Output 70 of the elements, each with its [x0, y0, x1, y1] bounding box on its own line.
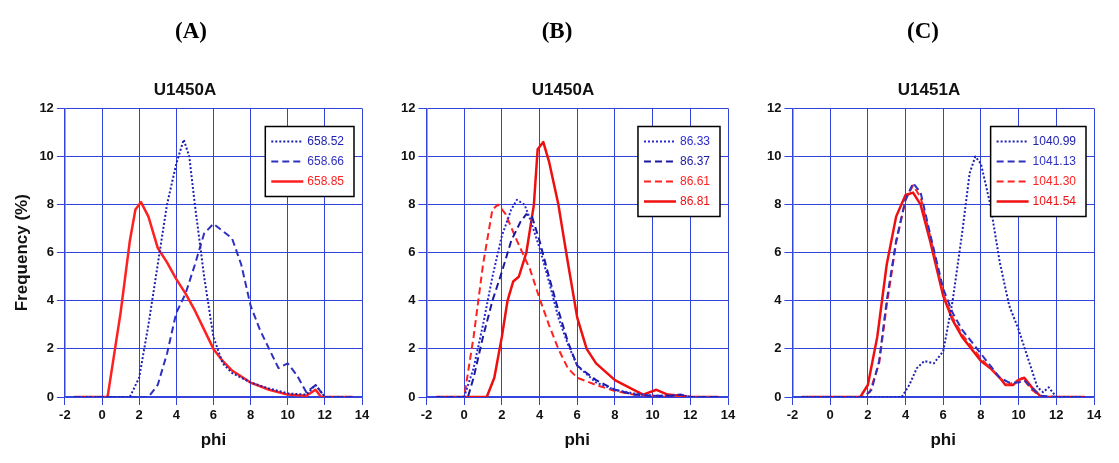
x-tick-label: 14	[720, 407, 736, 423]
legend-label: 1041.54	[1032, 193, 1077, 208]
y-tick-label: 2	[774, 340, 782, 356]
x-tick-label: 8	[611, 407, 619, 423]
legend-label: 658.52	[307, 133, 345, 148]
x-tick-label: 8	[246, 407, 255, 423]
text: (A)	[175, 18, 207, 43]
x-tick-label: 0	[826, 407, 834, 423]
legend-label: 1040.99	[1032, 133, 1077, 148]
x-tick-label: 0	[460, 407, 468, 423]
y-tick-label: 0	[408, 388, 416, 404]
x-tick-label: 8	[977, 407, 985, 423]
y-tick-label: 12	[400, 99, 416, 115]
x-tick-label: 14	[354, 407, 370, 423]
y-tick-label: 0	[46, 388, 54, 404]
chart-title: U1450A	[153, 79, 217, 99]
x-tick-label: 12	[317, 407, 333, 423]
y-tick-label: 6	[774, 244, 782, 260]
x-tick-label: 14	[1086, 407, 1102, 423]
y-tick-label: 10	[39, 148, 54, 164]
x-tick-label: 6	[573, 407, 581, 423]
legend-label: 86.37	[679, 153, 711, 168]
legend-label: 1041.13	[1032, 153, 1077, 168]
text: (B)	[541, 18, 573, 43]
y-tick-label: 12	[39, 99, 54, 115]
x-axis-title: phi	[564, 430, 590, 450]
x-tick-label: 10	[645, 407, 660, 423]
legend-label: 658.66	[307, 153, 345, 168]
y-tick-label: 6	[46, 244, 54, 260]
line-series	[73, 138, 354, 397]
y-tick-label: 8	[46, 196, 54, 212]
y-tick-label: 8	[774, 196, 782, 212]
chart-title: U1451A	[897, 79, 961, 99]
x-tick-label: 4	[172, 407, 181, 423]
x-tick-label: 6	[939, 407, 947, 423]
y-tick-label: 0	[774, 388, 782, 404]
x-tick-label: 0	[98, 407, 106, 423]
legend-label: 1041.30	[1032, 173, 1077, 188]
y-tick-label: 2	[46, 340, 54, 356]
x-tick-label: 10	[1011, 407, 1026, 423]
y-tick-label: 4	[46, 292, 55, 308]
x-axis-title: phi	[930, 430, 956, 450]
y-tick-label: 2	[408, 340, 416, 356]
x-tick-label: 2	[864, 407, 872, 423]
x-tick-label: 6	[209, 407, 218, 423]
y-tick-label: 6	[408, 244, 416, 260]
x-tick-label: 2	[135, 407, 143, 423]
y-tick-label: 12	[766, 99, 782, 115]
x-axis-title: phi	[200, 430, 227, 450]
x-tick-label: 12	[1049, 407, 1064, 423]
x-tick-label: 4	[901, 407, 910, 423]
y-tick-label: 4	[408, 292, 417, 308]
x-tick-label: 12	[683, 407, 698, 423]
x-tick-label: 10	[280, 407, 295, 423]
x-tick-label: -2	[59, 407, 71, 423]
y-tick-label: 8	[408, 196, 416, 212]
x-tick-label: -2	[420, 407, 433, 423]
x-tick-label: -2	[786, 407, 799, 423]
y-tick-label: 10	[766, 148, 782, 164]
legend-label: 86.81	[679, 193, 711, 208]
chart-title: U1450A	[531, 79, 595, 99]
y-axis-title: Frequency (%)	[11, 194, 31, 312]
legend-label: 658.85	[307, 173, 345, 188]
legend-label: 86.61	[679, 173, 711, 188]
legend-label: 86.33	[679, 133, 711, 148]
x-tick-label: 2	[498, 407, 506, 423]
y-tick-label: 10	[400, 148, 416, 164]
x-tick-label: 4	[535, 407, 544, 423]
text: (C)	[907, 18, 939, 43]
y-tick-label: 4	[774, 292, 783, 308]
